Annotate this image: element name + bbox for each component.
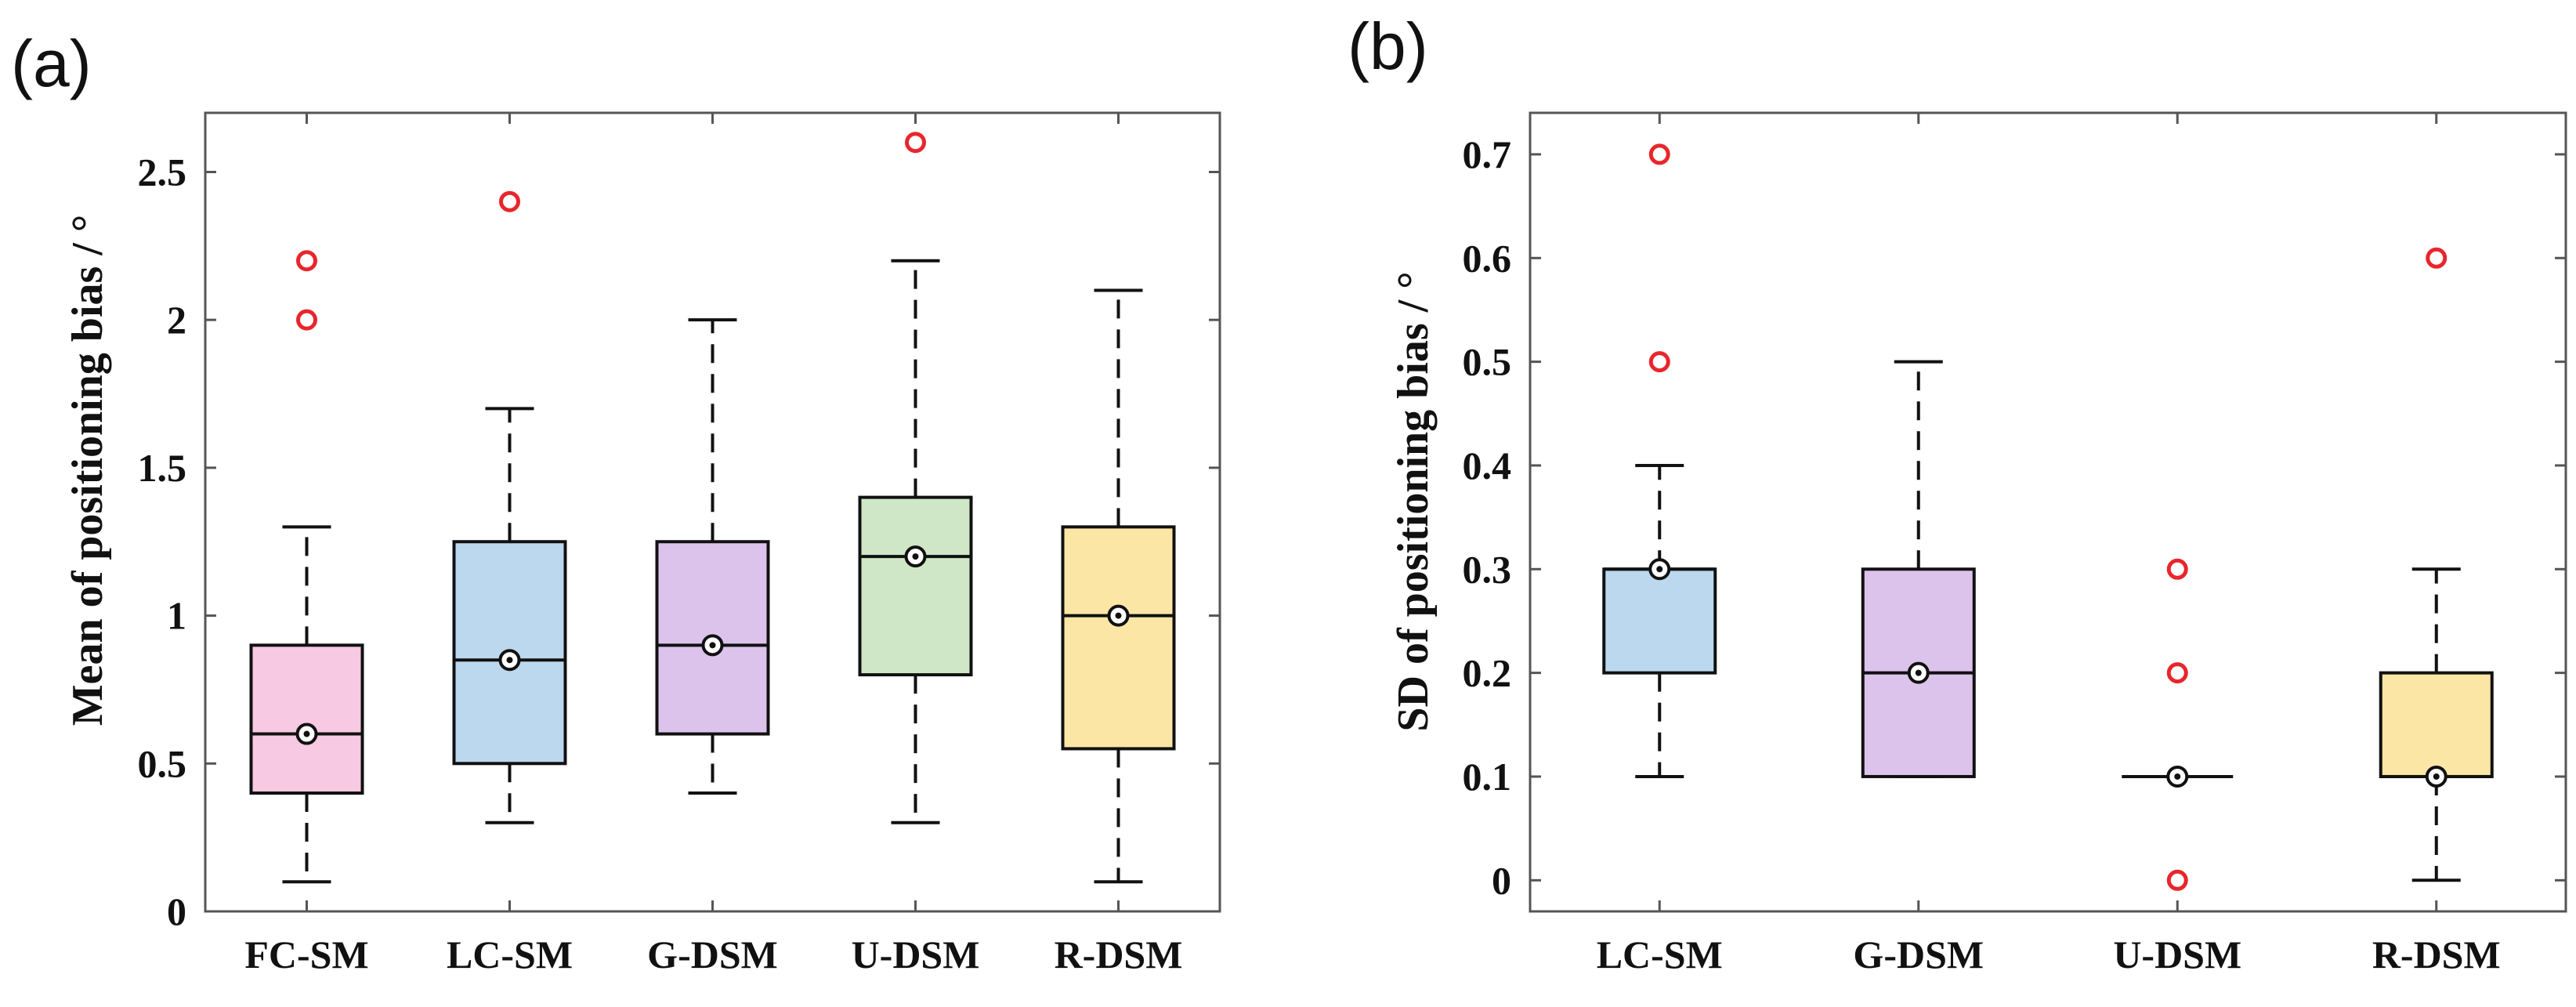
plot-a-category-label: FC-SM [244,933,368,976]
panel-b-label: (b) [1348,9,1428,83]
plot-a-category-label: R-DSM [1055,933,1183,976]
plot-b-ytick-label: 0.7 [1463,132,1512,176]
plot-b-category-label: LC-SM [1597,933,1723,976]
plot-b-ytick-label: 0.1 [1463,755,1512,799]
plot-b-ytick-label: 0.5 [1463,340,1512,384]
outlier-point [2166,662,2188,684]
plot-a-category-label: LC-SM [447,933,573,976]
plot-b-ytick-label: 0.3 [1463,547,1512,591]
plot-a-category-label: G-DSM [647,933,778,976]
mean-marker-dot [2174,773,2181,780]
panel-a-label: (a) [11,27,92,100]
outlier-point [499,190,520,212]
panel-b: (b) SD of positioning bias / ° 0 0.1 0.2 0.… [1348,9,2567,976]
outlier-point [905,132,926,154]
plot-b-frame [1529,111,2567,913]
mean-marker-dot [2433,773,2440,780]
panel-a-ylabel: Mean of positioning bias / ° [63,215,112,726]
outlier-point [2166,869,2188,891]
plot-a-ytick-label: 1 [167,594,186,638]
outlier-point [296,250,317,272]
panel-a: (a) Mean of positioning bias / ° 0 0.5 1 1.… [11,27,1221,976]
mean-marker-dot [303,730,310,737]
plot-b-category-label: U-DSM [2113,933,2241,976]
plot-a-ytick-label: 2.5 [138,150,187,194]
plot-a-ytick-label: 2 [167,298,186,342]
plot-b: 0 0.1 0.2 0.3 0.4 0.5 0.6 0.7 LC-SM G-DSM U-DSM R-D… [1463,111,2567,976]
box-fc-sm [249,643,364,795]
box-r-dsm [2379,671,2494,778]
mean-marker-dot [1115,612,1122,619]
outlier-point [2426,247,2448,269]
plot-b-ytick-label: 0.2 [1463,651,1512,695]
plot-a-ytick-label: 0.5 [138,741,187,785]
plot-b-ytick-label: 0.4 [1463,444,1512,487]
box-u-dsm [858,495,973,677]
box-lc-sm [1602,567,1717,675]
panel-b-ylabel: SD of positioning bias / ° [1389,271,1438,731]
outlier-point [296,309,317,331]
outlier-point [2166,558,2188,580]
plot-b-category-label: G-DSM [1853,933,1984,976]
plot-a-ytick-label: 0 [167,889,186,933]
plot-a-ytick-label: 1.5 [138,446,187,490]
plot-a: 0 0.5 1 1.5 2 2.5 FC-SM LC-SM G-DSM U-DSM R-DSM [138,111,1221,976]
mean-marker-dot [506,657,513,664]
mean-marker-dot [1656,566,1663,573]
plot-b-ytick-label: 0.6 [1463,236,1512,280]
outlier-point [1648,351,1670,373]
plot-b-ytick-label: 0 [1492,858,1511,902]
mean-marker-dot [912,553,919,560]
mean-marker-dot [709,642,716,649]
outlier-point [1648,143,1670,165]
box-r-dsm [1061,525,1176,751]
plot-a-category-label: U-DSM [852,933,980,976]
mean-marker-dot [1915,669,1922,676]
plot-b-category-label: R-DSM [2372,933,2501,976]
